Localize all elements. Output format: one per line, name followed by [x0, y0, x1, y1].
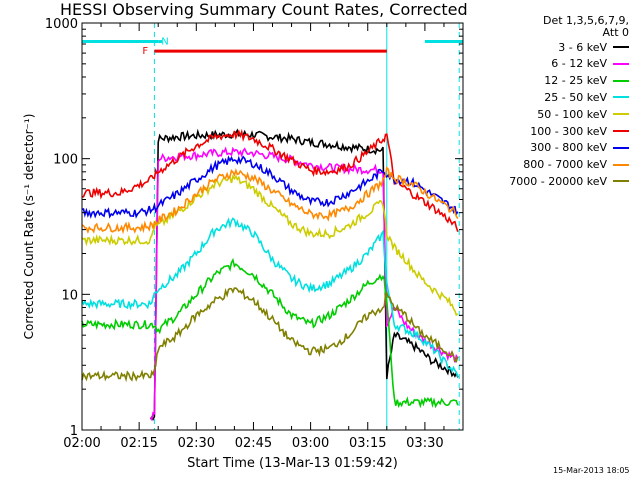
- legend-item-label: 12 - 25 keV: [544, 74, 607, 88]
- legend-item: 100 - 300 keV: [530, 123, 629, 139]
- y-tick-label-2: 10: [61, 288, 78, 303]
- legend-header-line-1: Det 1,3,5,6,7,9,: [542, 14, 629, 27]
- series-3: [81, 257, 459, 409]
- legend-item-label: 6 - 12 keV: [551, 57, 607, 71]
- flag-label-F: F: [142, 46, 148, 57]
- legend-swatch: [613, 96, 629, 99]
- legend-swatch: [613, 163, 629, 166]
- legend-swatch: [613, 146, 629, 149]
- legend-item: 12 - 25 keV: [544, 73, 629, 89]
- plot-frame: [81, 22, 464, 431]
- x-tick-label-2: 02:15: [120, 436, 157, 451]
- timestamp-label: 15-Mar-2013 18:05: [553, 466, 630, 475]
- legend-item-label: 7000 - 20000 keV: [509, 174, 607, 188]
- series-7: [81, 155, 459, 219]
- legend-swatch: [613, 46, 629, 48]
- series-line-9: [81, 287, 459, 383]
- legend-item: 300 - 800 keV: [530, 140, 629, 156]
- legend-item: 800 - 7000 keV: [523, 157, 629, 173]
- legend-item-label: 300 - 800 keV: [530, 141, 607, 155]
- series-6: [81, 128, 459, 232]
- series-line-1: [149, 128, 459, 421]
- y-tick-label-1: 1: [70, 424, 78, 439]
- x-tick-label-7: 03:30: [406, 436, 443, 451]
- legend-item: 50 - 100 keV: [537, 106, 629, 122]
- legend-swatch: [613, 130, 629, 132]
- legend-item: 3 - 6 keV: [558, 39, 629, 55]
- series-5: [81, 174, 459, 316]
- legend-item-label: 3 - 6 keV: [558, 40, 607, 54]
- series-line-7: [81, 155, 459, 219]
- y-tick-label-4: 1000: [45, 17, 78, 32]
- series-line-5: [81, 174, 459, 316]
- legend-item-label: 100 - 300 keV: [530, 124, 607, 138]
- series-line-8: [81, 166, 459, 235]
- legend-item: 7000 - 20000 keV: [509, 173, 629, 189]
- legend-item-label: 50 - 100 keV: [537, 107, 607, 121]
- legend-swatch: [613, 180, 629, 183]
- series-line-4: [81, 217, 459, 378]
- flag-label-N: N: [161, 37, 168, 48]
- x-tick-label-5: 03:00: [292, 436, 329, 451]
- x-axis-label: Start Time (13-Mar-13 01:59:42): [187, 456, 398, 471]
- series-line-3: [81, 257, 459, 409]
- x-tick-label-1: 02:00: [63, 436, 100, 451]
- series-4: [81, 217, 459, 378]
- y-tick-label-3: 100: [53, 153, 78, 168]
- series-line-2: [149, 146, 459, 422]
- legend-swatch: [613, 113, 629, 116]
- legend-item-label: 800 - 7000 keV: [523, 158, 607, 172]
- series-9: [81, 287, 459, 383]
- legend-swatch: [613, 79, 629, 82]
- series-1: [149, 128, 459, 421]
- y-axis-label: Corrected Count Rate (s⁻¹ detector⁻¹): [22, 114, 36, 340]
- x-tick-label-4: 02:45: [235, 436, 272, 451]
- legend-item: 25 - 50 keV: [544, 89, 629, 105]
- series-8: [81, 166, 459, 235]
- legend-item: 6 - 12 keV: [551, 56, 629, 72]
- series-2: [149, 146, 459, 422]
- legend-swatch: [613, 62, 629, 65]
- legend-item-label: 25 - 50 keV: [544, 90, 607, 104]
- chart-title: HESSI Observing Summary Count Rates, Cor…: [60, 0, 468, 19]
- series-line-6: [81, 128, 459, 232]
- x-tick-label-3: 02:30: [178, 436, 215, 451]
- x-tick-label-6: 03:15: [349, 436, 386, 451]
- legend-header-line-2: Att 0: [602, 26, 629, 39]
